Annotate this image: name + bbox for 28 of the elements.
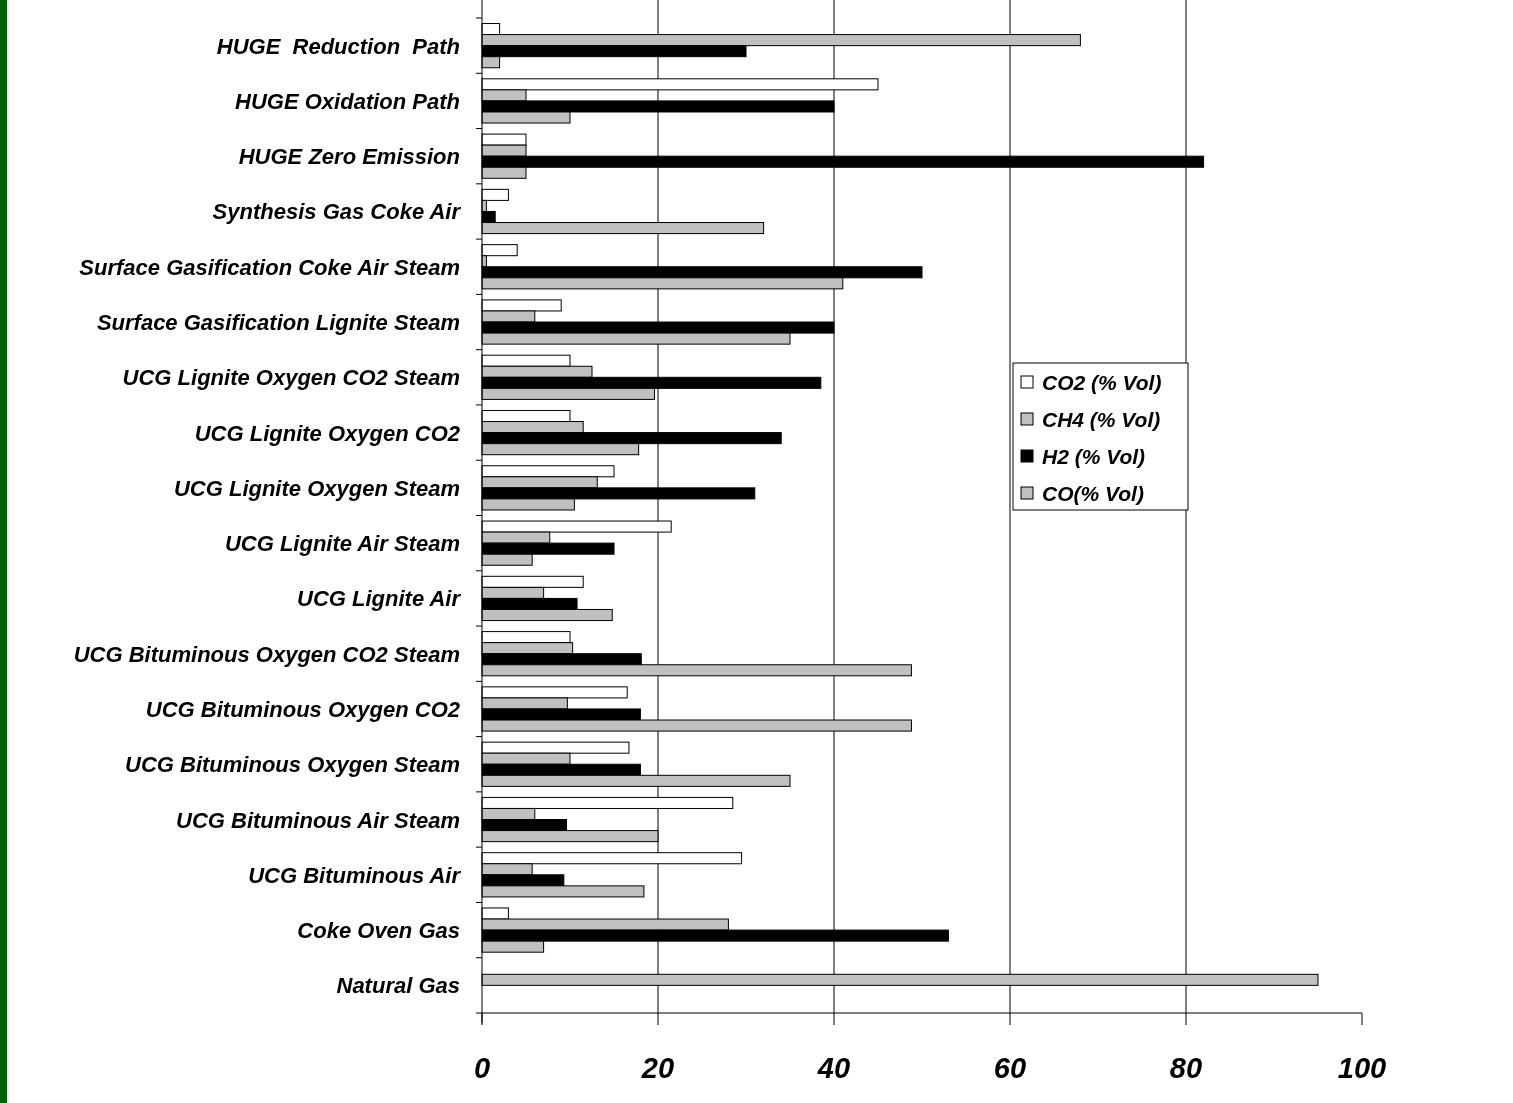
y-tick-label: Coke Oven Gas (297, 918, 460, 944)
y-tick-label: UCG Lignite Oxygen Steam (173, 475, 460, 501)
x-tick-label: 0 (473, 1052, 491, 1084)
y-tick-label: Natural Gas (336, 973, 460, 999)
y-tick-label: HUGE Reduction Path (216, 33, 460, 59)
y-tick-label: UCG Bituminous Oxygen Steam (125, 752, 460, 778)
y-tick-label: UCG Lignite Air (297, 586, 462, 612)
y-tick-label: UCG Lignite Oxygen CO2 (194, 420, 461, 446)
x-tick-label: 100 (1337, 1052, 1387, 1084)
y-tick-label: UCG Bituminous Oxygen CO2 (145, 696, 461, 722)
y-tick-label: UCG Bituminous Air (248, 862, 462, 888)
y-tick-label: HUGE Zero Emission (238, 144, 460, 170)
y-tick-label: Surface Gasification Coke Air Steam (79, 254, 460, 280)
x-tick-label: 40 (816, 1052, 851, 1084)
y-tick-label: UCG Lignite Air Steam (224, 531, 460, 557)
legend-label: H2 (% Vol) (1042, 445, 1146, 468)
x-tick-label: 60 (993, 1052, 1027, 1084)
y-tick-label: UCG Lignite Oxygen CO2 Steam (122, 365, 460, 391)
legend-label: CO(% Vol) (1042, 482, 1144, 505)
y-tick-label: UCG Bituminous Air Steam (176, 807, 460, 833)
legend-label: CH4 (% Vol) (1042, 408, 1161, 431)
x-tick-label: 80 (1169, 1052, 1203, 1084)
y-tick-label: Synthesis Gas Coke Air (212, 199, 462, 225)
y-tick-label: UCG Bituminous Oxygen CO2 Steam (73, 641, 460, 667)
y-tick-label: Surface Gasification Lignite Steam (96, 310, 460, 336)
y-tick-label: HUGE Oxidation Path (235, 88, 460, 114)
x-tick-label: 20 (640, 1052, 675, 1084)
legend-label: CO2 (% Vol) (1042, 371, 1162, 394)
